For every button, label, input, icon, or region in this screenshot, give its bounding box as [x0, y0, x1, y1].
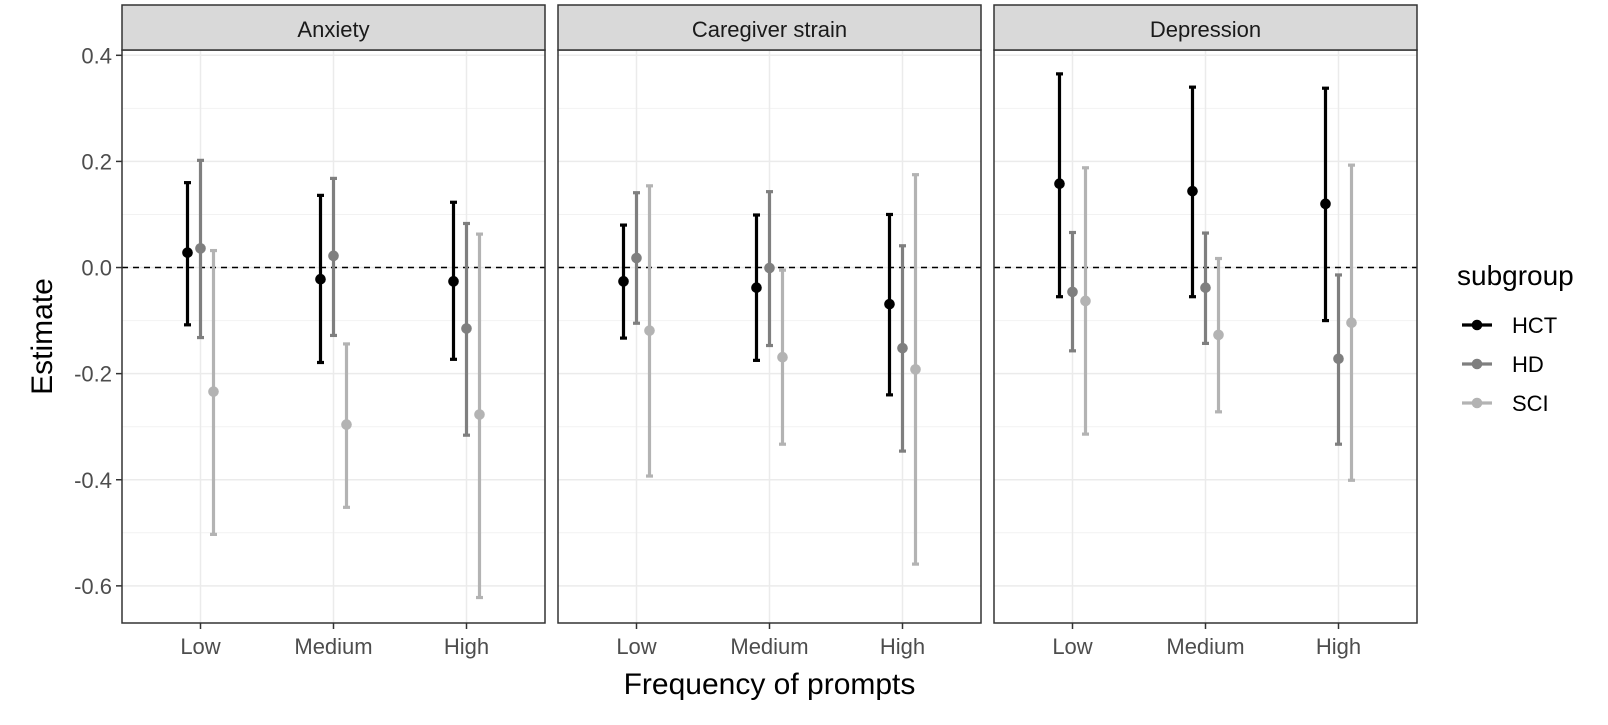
x-tick-label: Low [1052, 634, 1092, 659]
x-tick-label: High [1316, 634, 1361, 659]
estimate-point-sci-high [910, 364, 921, 375]
legend-label-hd: HD [1512, 352, 1544, 377]
estimate-point-hd-high [897, 342, 908, 354]
estimate-point-hd-high [1333, 353, 1344, 365]
legend-title: subgroup [1457, 260, 1574, 291]
estimate-point-hd-low [1067, 286, 1078, 298]
y-tick-label: -0.6 [74, 574, 112, 599]
estimate-point-hct-low [182, 247, 193, 258]
x-tick-label: Medium [294, 634, 372, 659]
estimate-point-hct-medium [315, 273, 326, 285]
estimate-point-hct-low [1054, 178, 1065, 189]
legend-label-sci: SCI [1512, 391, 1549, 416]
estimate-point-sci-medium [1213, 329, 1224, 341]
estimate-point-hct-low [618, 276, 629, 287]
y-tick-label: 0.4 [81, 43, 112, 68]
legend-label-hct: HCT [1512, 313, 1557, 338]
estimate-point-hct-medium [1187, 185, 1198, 197]
legend-key-point-hd [1471, 358, 1483, 370]
estimate-point-hct-high [448, 276, 459, 287]
x-tick-label: High [444, 634, 489, 659]
estimate-point-sci-low [208, 386, 219, 397]
y-tick-label: 0.0 [81, 256, 112, 281]
estimate-point-hct-high [1320, 198, 1331, 210]
estimate-point-hd-high [461, 323, 472, 334]
facet-title-caregiver-strain: Caregiver strain [692, 17, 847, 42]
x-tick-label: Low [616, 634, 656, 659]
y-axis-title: Estimate [26, 278, 59, 395]
x-tick-label: High [880, 634, 925, 659]
estimate-point-sci-high [474, 409, 485, 420]
estimate-point-hct-high [884, 298, 895, 310]
estimate-point-hd-low [195, 243, 206, 254]
y-tick-label: -0.2 [74, 362, 112, 387]
x-tick-label: Medium [1166, 634, 1244, 659]
estimate-point-hd-medium [764, 262, 775, 274]
estimate-point-hd-medium [1200, 282, 1211, 293]
estimate-point-sci-medium [341, 419, 352, 430]
estimate-point-sci-low [644, 325, 655, 336]
facet-title-anxiety: Anxiety [297, 17, 369, 42]
facet-strip-depression [993, 4, 1418, 51]
x-tick-label: Medium [730, 634, 808, 659]
legend-key-point-sci [1471, 397, 1483, 409]
estimate-point-sci-low [1080, 295, 1091, 307]
estimate-point-sci-medium [777, 351, 788, 363]
estimate-point-sci-high [1346, 317, 1357, 329]
estimate-point-hd-low [631, 252, 642, 264]
y-tick-label: -0.4 [74, 468, 112, 493]
x-tick-label: Low [180, 634, 220, 659]
x-axis-title: Frequency of prompts [624, 668, 916, 701]
estimate-point-hd-medium [328, 250, 339, 262]
y-tick-label: 0.2 [81, 149, 112, 174]
estimate-point-hct-medium [751, 282, 762, 293]
legend-key-point-hct [1471, 319, 1483, 331]
facet-strip-caregiver-strain [557, 4, 982, 51]
facet-strip-anxiety [121, 4, 546, 51]
facet-title-depression: Depression [1150, 17, 1261, 42]
